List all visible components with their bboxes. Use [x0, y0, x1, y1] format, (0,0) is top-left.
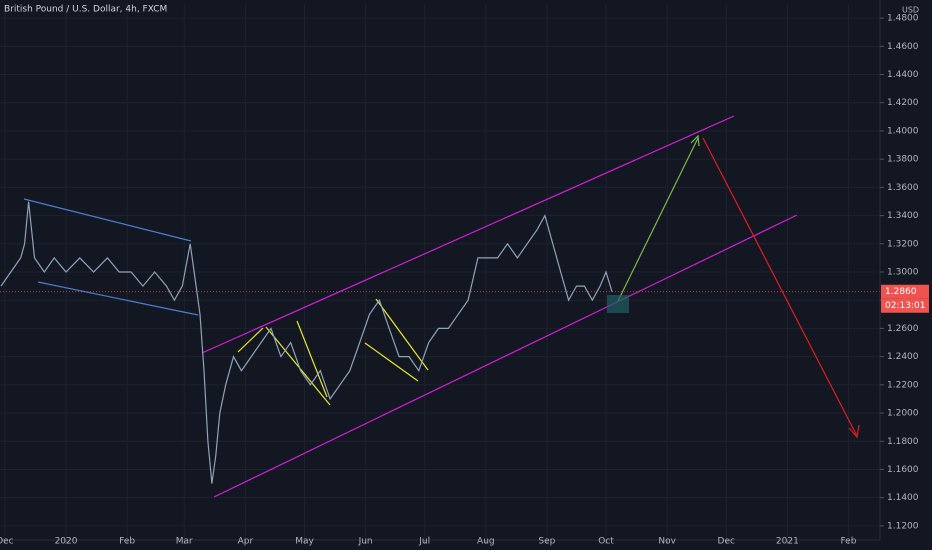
- arrow: [617, 137, 699, 302]
- trend-line: [37, 281, 199, 316]
- y-tick-label: 1.2000: [887, 409, 919, 419]
- arrow-head: [690, 134, 700, 147]
- flag-line: [265, 326, 331, 406]
- axis-unit: USD: [902, 6, 919, 15]
- y-tick-label: 1.3400: [887, 211, 919, 221]
- axes: 1.1200 1.1400 1.1600 1.1800 1.2000 1.2200 1.24…: [0, 14, 929, 547]
- y-tick-label: 1.1400: [887, 493, 919, 503]
- x-tick-label: Aug: [477, 537, 495, 547]
- x-tick-label: Jun: [358, 537, 373, 547]
- x-tick-label: Mar: [176, 537, 193, 547]
- x-tick-label: Dec: [718, 537, 735, 547]
- channel-line: [201, 115, 735, 354]
- x-tick-label: Feb: [119, 537, 135, 547]
- y-tick-label: 1.2600: [887, 324, 919, 334]
- arrow: [702, 137, 858, 437]
- y-tick-label: 1.3600: [887, 183, 919, 193]
- channel-line: [213, 214, 798, 498]
- y-tick-label: 1.1200: [887, 521, 919, 531]
- y-tick-label: 1.3800: [887, 155, 919, 165]
- x-tick-label: Oct: [598, 537, 614, 547]
- price-line: [0, 201, 613, 484]
- y-tick-label: 1.4000: [887, 126, 919, 136]
- chart-title: British Pound / U.S. Dollar, 4h, FXCM: [4, 5, 167, 15]
- y-tick-label: 1.3000: [887, 268, 919, 278]
- x-tick-label: Jul: [418, 537, 430, 547]
- flag-line: [375, 298, 429, 371]
- x-tick-label: Feb: [840, 537, 856, 547]
- drawings: [23, 115, 860, 498]
- trend-line: [23, 198, 192, 242]
- x-tick-label: 2020: [55, 537, 78, 547]
- x-tick-label: Dec: [0, 537, 14, 547]
- x-tick-label: 2021: [776, 537, 799, 547]
- flag-line: [296, 320, 328, 398]
- x-tick-label: Apr: [238, 537, 254, 547]
- y-tick-label: 1.1800: [887, 437, 919, 447]
- y-tick-label: 1.1600: [887, 465, 919, 475]
- y-tick-label: 1.3200: [887, 239, 919, 249]
- last-price-label: 1.2860: [885, 287, 917, 297]
- countdown-label: 02:13:01: [885, 301, 925, 311]
- y-tick-label: 1.2200: [887, 380, 919, 390]
- y-tick-label: 1.4800: [887, 14, 919, 24]
- y-tick-label: 1.2400: [887, 352, 919, 362]
- position-box: [607, 295, 629, 313]
- grid: [0, 4, 880, 540]
- y-tick-label: 1.4600: [887, 42, 919, 52]
- y-tick-label: 1.4400: [887, 70, 919, 80]
- series: [0, 201, 880, 484]
- countdown-box: [881, 298, 929, 313]
- arrow-head: [848, 424, 860, 439]
- flag-line: [364, 342, 419, 382]
- x-tick-label: May: [295, 537, 314, 547]
- y-tick-label: 1.4200: [887, 98, 919, 108]
- x-tick-label: Nov: [658, 537, 676, 547]
- x-tick-label: Sep: [538, 537, 555, 547]
- last-price-box: [881, 284, 929, 299]
- flag-line: [237, 327, 264, 353]
